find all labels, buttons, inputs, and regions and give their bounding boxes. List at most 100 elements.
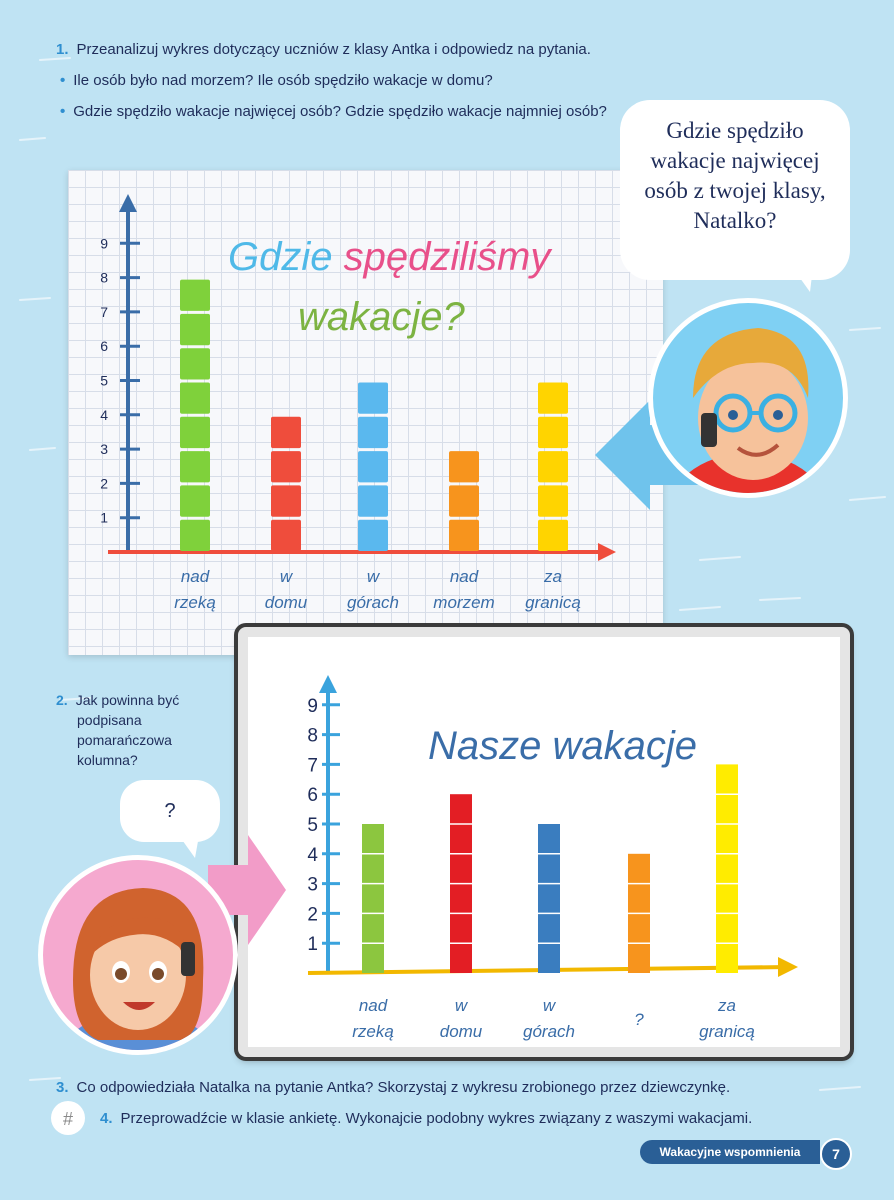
bar-block	[180, 416, 210, 449]
bar-block	[449, 451, 479, 483]
x-tick-label: morzem	[433, 593, 494, 612]
y-tick-label: 2	[307, 904, 318, 925]
task-2-line: pomarańczowa	[77, 732, 172, 748]
paper-chart-sheet: 1 2 3 4 5 6 7 8 9 nad rzeką w domu w górach nad morzem za…	[68, 170, 663, 655]
x-tick-label: rzeką	[174, 593, 216, 612]
bar-block	[180, 485, 210, 517]
boy-bubble-tail	[780, 250, 815, 292]
group-work-icon: #	[51, 1101, 85, 1135]
bar-block	[538, 519, 568, 551]
boy-speech-line: Natalko?	[693, 208, 777, 233]
bar-block	[180, 519, 210, 551]
chart-title: Gdzie spędziliśmy	[228, 235, 553, 279]
x-tick-label: ?	[634, 1010, 644, 1029]
bar-block	[180, 279, 210, 311]
task-4: 4. Przeprowadźcie w klasie ankietę. Wykon…	[100, 1109, 752, 1129]
girl-speech-text: ?	[164, 800, 176, 822]
chart-title-part: spędziliśmy	[333, 235, 554, 279]
y-axis-arrow	[319, 675, 337, 693]
chart-title-part: wakacje?	[298, 295, 466, 339]
bar-block	[271, 416, 301, 449]
y-tick-label: 9	[100, 235, 108, 251]
boy-speech-line: wakacje najwięcej	[650, 148, 820, 173]
bar	[628, 853, 650, 973]
x-tick-label: w	[543, 996, 557, 1015]
y-tick-label: 2	[100, 475, 108, 491]
bar-block	[358, 416, 388, 449]
whiteboard: 1 2 3 4 5 6 7 8 9 nad rzeką w domu w górach? za granicą N…	[238, 627, 850, 1057]
bar	[538, 824, 560, 973]
bar	[271, 416, 301, 551]
task-2-line: podpisana	[77, 712, 142, 728]
task-1-bullet-2: • Gdzie spędziło wakacje najwięcej osób? …	[60, 103, 607, 120]
chart-title-part: Gdzie	[228, 235, 333, 279]
task-4-text: Przeprowadźcie w klasie ankietę. Wykonaj…	[120, 1110, 753, 1127]
x-tick-label: nad	[359, 996, 388, 1015]
y-tick-label: 3	[100, 441, 108, 457]
x-tick-label: granicą	[525, 593, 581, 612]
x-tick-label: górach	[523, 1022, 575, 1041]
bullet-1-text: Ile osób było nad morzem? Ile osób spędz…	[73, 72, 493, 89]
task-2: 2. Jak powinna być podpisana pomarańczowa…	[56, 690, 179, 770]
boy-avatar	[648, 298, 848, 498]
girl-illustration	[59, 888, 217, 1050]
bar-block	[358, 519, 388, 551]
bar	[538, 382, 568, 551]
y-tick-label: 5	[307, 815, 318, 836]
x-tick-label: za	[543, 567, 562, 586]
y-tick-label: 5	[100, 373, 108, 389]
y-tick-label: 6	[307, 785, 318, 806]
bar-block	[449, 485, 479, 517]
task-1-text: Przeanalizuj wykres dotyczący uczniów z …	[76, 41, 591, 58]
bullet-dot: •	[60, 72, 66, 89]
task-3-number: 3.	[56, 1079, 69, 1096]
x-tick-label: nad	[450, 567, 479, 586]
y-tick-label: 8	[100, 270, 108, 286]
bar-block	[538, 451, 568, 483]
y-tick-label: 8	[307, 726, 318, 747]
y-tick-label: 1	[307, 934, 318, 955]
task-2-line: Jak powinna być	[75, 692, 180, 708]
chart-whiteboard: 1 2 3 4 5 6 7 8 9 nad rzeką w domu w górach? za granicą N…	[307, 675, 798, 1041]
x-tick-label: w	[455, 996, 469, 1015]
boy-speech-bubble: Gdzie spędziło wakacje najwięcej osób z …	[620, 100, 850, 280]
task-1-bullet-1: • Ile osób było nad morzem? Ile osób spęd…	[60, 72, 493, 89]
bar-block	[180, 348, 210, 380]
y-tick-label: 6	[100, 338, 108, 354]
bullet-2-text: Gdzie spędziło wakacje najwięcej osób? G…	[73, 103, 607, 120]
boy-illustration	[671, 328, 825, 493]
bullet-dot: •	[60, 103, 66, 120]
y-tick-label: 7	[100, 304, 108, 320]
task-2-number: 2.	[56, 692, 68, 708]
y-tick-label: 4	[100, 407, 108, 423]
pink-arrow-icon	[208, 835, 286, 945]
task-3-text: Co odpowiedziała Natalka na pytanie Antk…	[76, 1079, 731, 1096]
bar-block	[538, 416, 568, 449]
bar-block	[271, 451, 301, 483]
task-2-line: kolumna?	[77, 752, 138, 768]
bar-block	[538, 485, 568, 517]
y-tick-label: 7	[307, 755, 318, 776]
x-tick-label: nad	[181, 567, 210, 586]
task-4-number: 4.	[100, 1110, 113, 1127]
boy-speech-line: osób z twojej klasy,	[644, 178, 826, 203]
x-tick-label: górach	[347, 593, 399, 612]
task-1: 1. Przeanalizuj wykres dotyczący uczniów …	[56, 40, 591, 60]
bar	[716, 764, 738, 973]
y-tick-label: 1	[100, 510, 108, 526]
x-tick-label: domu	[440, 1022, 483, 1041]
boy-speech-line: Gdzie spędziło	[666, 118, 804, 143]
x-tick-label: w	[367, 567, 381, 586]
y-axis-arrow	[119, 194, 137, 212]
bar	[450, 794, 472, 973]
bar	[362, 824, 384, 973]
y-tick-label: 9	[307, 696, 318, 717]
x-axis-arrow	[598, 543, 616, 561]
chart-title: Nasze wakacje	[428, 724, 697, 768]
bar-block	[358, 485, 388, 517]
x-tick-label: domu	[265, 593, 308, 612]
bar-block	[538, 382, 568, 414]
bar	[358, 382, 388, 551]
bar	[449, 451, 479, 551]
bar-block	[180, 382, 210, 414]
